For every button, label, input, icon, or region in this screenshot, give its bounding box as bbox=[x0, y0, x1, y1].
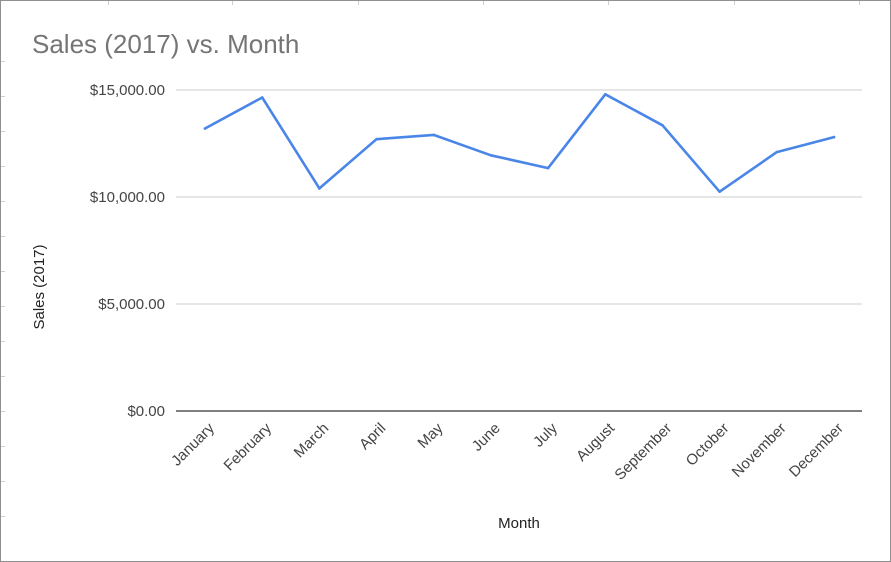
series-line bbox=[203, 93, 836, 193]
sheet-gridline-mark bbox=[1, 376, 5, 377]
data-point bbox=[489, 153, 493, 157]
x-axis-title: Month bbox=[498, 515, 540, 532]
x-tick-label: February bbox=[221, 419, 276, 474]
data-point bbox=[775, 150, 779, 154]
sheet-gridline-mark bbox=[859, 1, 860, 5]
y-tick-label: $5,000.00 bbox=[98, 296, 165, 313]
series-group bbox=[203, 92, 836, 193]
x-tick-label: December bbox=[786, 420, 847, 481]
sheet-gridline-mark bbox=[608, 1, 609, 5]
y-axis-ticks: $0.00 $5,000.00 $10,000.00 $15,000.00 bbox=[90, 82, 165, 420]
sheet-gridline-mark bbox=[483, 1, 484, 5]
data-point bbox=[203, 127, 207, 130]
sheet-gridline-mark bbox=[1, 516, 5, 517]
chart-title: Sales (2017) vs. Month bbox=[32, 29, 300, 59]
x-tick-label: March bbox=[291, 420, 332, 461]
y-axis-title: Sales (2017) bbox=[31, 244, 48, 329]
sheet-gridline-mark bbox=[1, 201, 5, 202]
x-tick-label: June bbox=[469, 420, 504, 455]
sheet-gridline-mark bbox=[1, 166, 5, 167]
data-point bbox=[603, 92, 607, 96]
data-point bbox=[832, 135, 836, 139]
gridlines bbox=[176, 89, 862, 412]
x-tick-label: October bbox=[683, 420, 733, 470]
sheet-gridline-mark bbox=[108, 1, 109, 5]
sheet-gridline-mark bbox=[358, 1, 359, 5]
sheet-gridline-mark bbox=[232, 1, 233, 5]
x-axis-ticks: January February March April May June July Augu… bbox=[168, 419, 847, 483]
sheet-gridline-mark bbox=[1, 306, 5, 307]
x-tick-label: July bbox=[530, 419, 561, 450]
data-point bbox=[318, 187, 321, 190]
data-point bbox=[661, 124, 664, 127]
sheet-gridline-mark bbox=[1, 446, 5, 447]
sheet-gridline-mark bbox=[1, 271, 5, 272]
data-point bbox=[375, 137, 378, 141]
data-point bbox=[718, 190, 721, 193]
data-point bbox=[432, 133, 436, 137]
sheet-gridline-mark bbox=[734, 1, 735, 5]
y-tick-label: $0.00 bbox=[127, 403, 165, 420]
sheet-gridline-mark bbox=[1, 411, 5, 412]
x-tick-label: September bbox=[611, 420, 675, 484]
x-tick-label: April bbox=[356, 420, 389, 453]
x-tick-label: November bbox=[729, 420, 790, 481]
sheet-gridline-mark bbox=[1, 61, 5, 62]
sheet-gridline-mark bbox=[1, 131, 5, 132]
x-tick-label: May bbox=[414, 419, 446, 451]
sheet-gridline-mark bbox=[1, 96, 5, 97]
sheet-gridline-mark bbox=[1, 236, 5, 237]
data-point bbox=[546, 166, 550, 170]
x-tick-label: August bbox=[573, 419, 619, 465]
y-tick-label: $10,000.00 bbox=[90, 189, 165, 206]
data-point bbox=[260, 96, 264, 99]
sheet-gridline-mark bbox=[1, 341, 5, 342]
x-tick-label: January bbox=[168, 419, 218, 469]
sheet-gridline-mark bbox=[1, 481, 5, 482]
y-tick-label: $15,000.00 bbox=[90, 82, 165, 99]
